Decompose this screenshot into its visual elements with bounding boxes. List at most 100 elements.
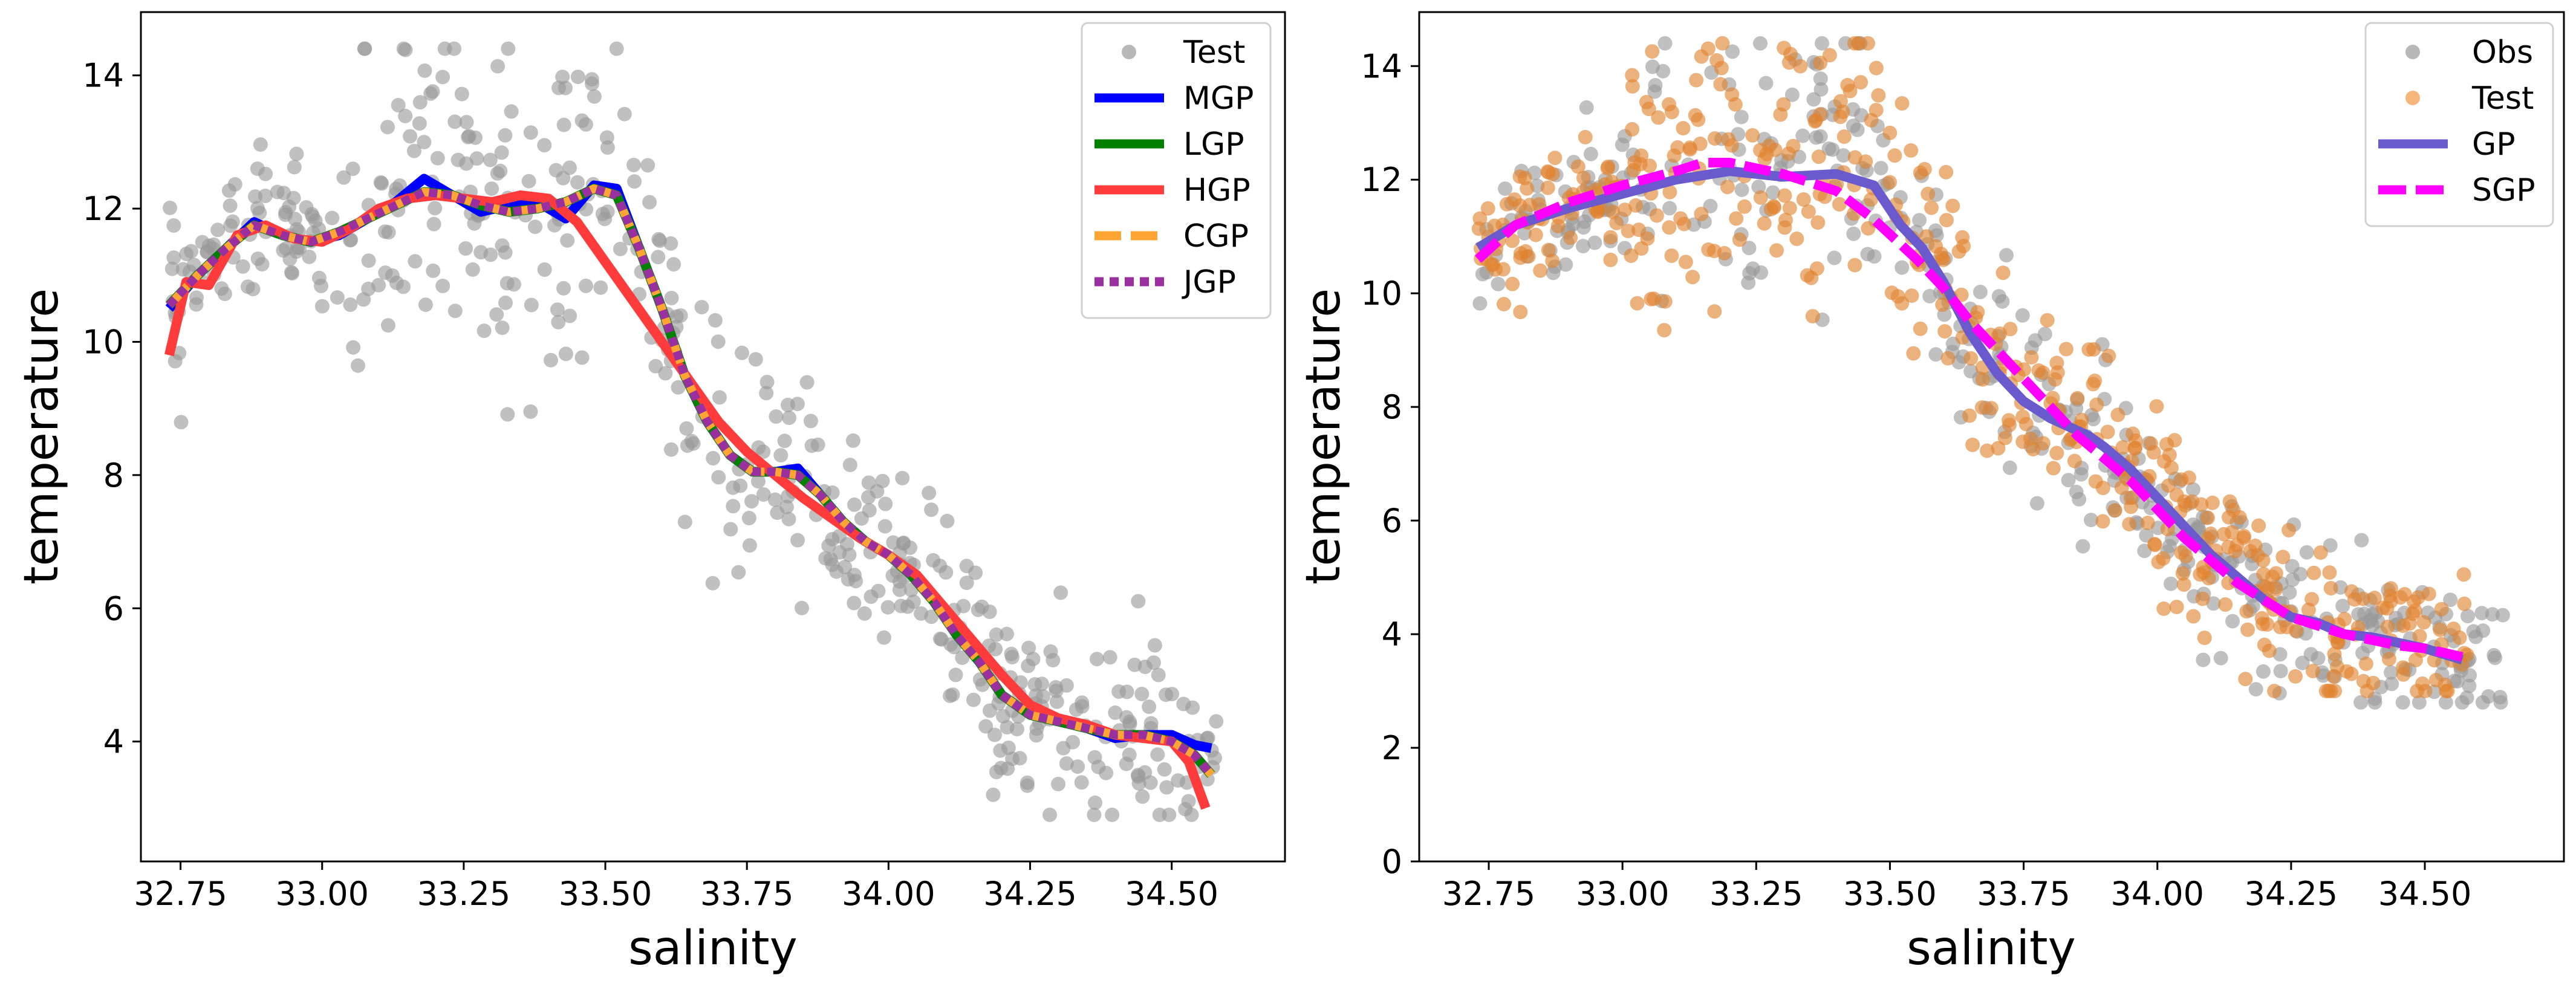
scatter-point-test: [2421, 586, 2436, 602]
scatter-point-test: [2100, 424, 2115, 439]
scatter-point-test: [773, 448, 789, 463]
scatter-point-test: [164, 261, 180, 276]
scatter-point-test: [1721, 132, 1736, 147]
scatter-point-obs: [2086, 412, 2101, 427]
scatter-point-test: [465, 262, 480, 277]
scatter-point-test: [1913, 321, 1928, 336]
scatter-point-test: [2396, 660, 2410, 675]
scatter-point-test: [287, 212, 302, 227]
scatter-point-test: [2067, 453, 2082, 469]
x-tick-label: 34.50: [1125, 875, 1218, 913]
scatter-point-obs: [1813, 82, 1829, 97]
scatter-point-test: [2267, 684, 2282, 699]
scatter-point-test: [1630, 296, 1645, 311]
scatter-point-test: [1075, 695, 1090, 710]
scatter-point-test: [810, 437, 825, 452]
scatter-point-test: [1051, 777, 1065, 791]
scatter-point-test: [1904, 143, 1919, 158]
scatter-point-test: [1108, 705, 1123, 720]
scatter-point-obs: [2196, 652, 2211, 667]
scatter-point-test: [2161, 478, 2176, 493]
scatter-point-obs: [1587, 235, 1602, 250]
scatter-point-test: [551, 80, 566, 96]
scatter-point-test: [2049, 446, 2064, 461]
scatter-point-test: [450, 152, 466, 167]
scatter-point-test: [1649, 208, 1664, 223]
scatter-point-test: [2288, 669, 2303, 684]
scatter-point-obs: [1576, 239, 1590, 254]
scatter-point-test: [609, 41, 624, 56]
scatter-point-obs: [1912, 213, 1927, 228]
scatter-point-test: [2089, 397, 2104, 412]
scatter-point-test: [966, 692, 981, 707]
scatter-point-test: [1793, 59, 1808, 74]
scatter-point-test: [2115, 440, 2130, 455]
scatter-point-obs: [2474, 606, 2490, 621]
scatter-point-test: [351, 358, 365, 373]
scatter-point-test: [2380, 620, 2395, 634]
scatter-point-test: [1625, 79, 1640, 94]
scatter-point-test: [343, 297, 358, 312]
series-line-cgp: [166, 184, 1215, 778]
scatter-point-test: [2177, 494, 2192, 509]
right-legend: Obs Test GP SGP: [2364, 22, 2554, 227]
scatter-point-test: [2095, 481, 2110, 496]
scatter-point-test: [2273, 620, 2288, 635]
scatter-point-test: [1777, 220, 1792, 235]
scatter-point-test: [1046, 653, 1061, 668]
scatter-point-obs: [2213, 650, 2228, 666]
scatter-point-test: [495, 238, 510, 253]
scatter-point-test: [357, 41, 372, 56]
scatter-point-test: [2110, 407, 2126, 423]
scatter-point-obs: [1475, 267, 1490, 282]
scatter-point-test: [2452, 630, 2467, 645]
scatter-point-obs: [2485, 607, 2500, 622]
scatter-point-test: [847, 497, 862, 512]
scatter-point-test: [1763, 202, 1778, 217]
scatter-point-test: [1662, 184, 1677, 199]
legend-marker-test-right: [2405, 91, 2420, 105]
scatter-point-obs: [2061, 473, 2076, 488]
scatter-point-test: [2186, 609, 2201, 624]
scatter-point-test: [769, 409, 784, 424]
scatter-point-test: [959, 576, 974, 591]
scatter-point-test: [403, 129, 418, 144]
scatter-point-test: [896, 535, 911, 550]
scatter-point-test: [825, 557, 840, 572]
scatter-point-test: [1769, 243, 1784, 258]
legend-label-cgp: CGP: [1183, 218, 1249, 255]
scatter-point-test: [227, 177, 242, 192]
scatter-point-test: [770, 505, 785, 520]
scatter-point-test: [1934, 247, 1948, 261]
scatter-point-test: [664, 291, 679, 305]
scatter-point-test: [825, 532, 840, 546]
scatter-point-test: [1090, 652, 1104, 667]
scatter-point-test: [1853, 75, 1869, 90]
y-tick-label: 10: [82, 323, 124, 361]
scatter-point-test: [447, 41, 461, 56]
scatter-point-test: [750, 474, 766, 489]
scatter-point-test: [1005, 650, 1020, 664]
scatter-point-obs: [1825, 142, 1840, 157]
scatter-point-test: [325, 210, 340, 225]
x-tick-label: 33.00: [275, 875, 369, 913]
scatter-point-test: [343, 232, 359, 247]
scatter-point-test: [2407, 603, 2422, 618]
scatter-point-test: [2358, 657, 2373, 672]
scatter-point-test: [777, 433, 792, 449]
scatter-point-test: [570, 70, 585, 85]
scatter-point-test: [857, 606, 872, 621]
scatter-point-test: [548, 163, 564, 178]
scatter-point-test: [1514, 246, 1528, 261]
scatter-point-test: [1131, 776, 1147, 791]
left-axes: 32.75 33.00 33.25 33.50 33.75 34.00 34.25 34.50…: [82, 57, 1218, 913]
scatter-point-test: [1983, 401, 1999, 416]
scatter-point-test: [1625, 122, 1640, 137]
scatter-point-test: [501, 41, 516, 56]
scatter-point-test: [2459, 647, 2474, 663]
scatter-point-test: [417, 135, 432, 150]
scatter-point-test: [759, 386, 774, 401]
scatter-point-test: [523, 404, 538, 419]
scatter-point-test: [1670, 140, 1685, 155]
scatter-point-test: [1861, 36, 1875, 51]
